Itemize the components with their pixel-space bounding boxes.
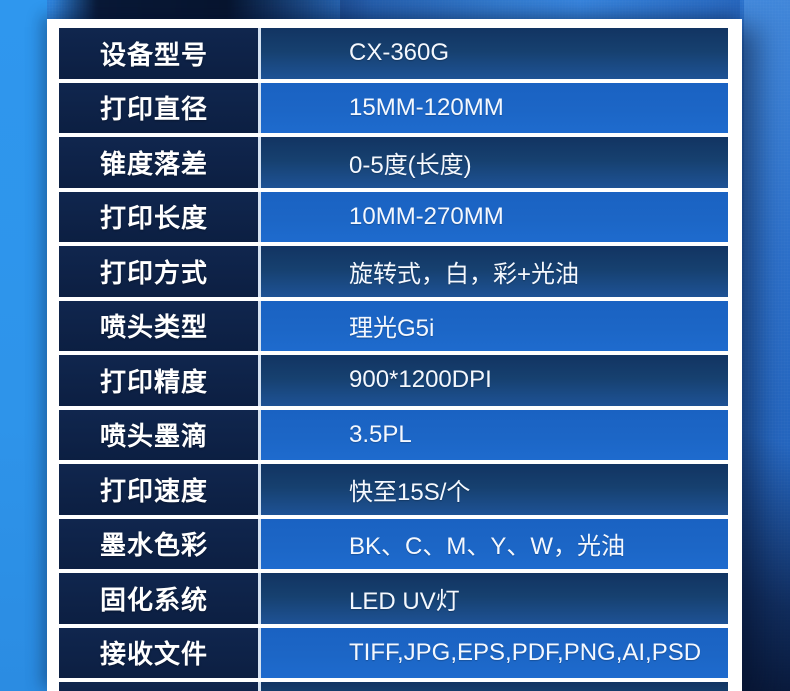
spec-value: CX-360G — [258, 28, 728, 79]
table-row: 设备型号 CX-360G — [59, 28, 728, 83]
spec-label: 设备型号 — [59, 28, 258, 79]
spec-label: 打印精度 — [59, 355, 258, 406]
spec-label: 接收文件 — [59, 627, 258, 678]
spec-label: 打印方式 — [59, 246, 258, 297]
spec-value: 0-5度(长度) — [258, 137, 728, 188]
spec-table-frame: 设备型号 CX-360G 打印直径 15MM-120MM 锥度落差 0-5度(长… — [47, 19, 742, 691]
table-row: 锥度落差 0-5度(长度) — [59, 137, 728, 192]
spec-value: TIFF,JPG,EPS,PDF,PNG,AI,PSD — [258, 627, 728, 678]
table-row: 打印直径 15MM-120MM — [59, 82, 728, 137]
spec-value: 旋转式，白，彩+光油 — [258, 246, 728, 297]
background-right-highlight — [744, 0, 790, 420]
table-row: 喷头墨滴 3.5PL — [59, 409, 728, 464]
spec-value: 10MM-270MM — [258, 191, 728, 242]
spec-value: 15MM-120MM — [258, 82, 728, 133]
spec-label — [59, 682, 258, 691]
spec-value: 3.5PL — [258, 409, 728, 460]
spec-value: 900*1200DPI — [258, 355, 728, 406]
spec-label: 喷头墨滴 — [59, 409, 258, 460]
left-blue-stripe — [0, 0, 47, 691]
table-row: 喷头类型 理光G5i — [59, 300, 728, 355]
spec-label: 打印速度 — [59, 464, 258, 515]
spec-label: 打印直径 — [59, 82, 258, 133]
spec-label: 锥度落差 — [59, 137, 258, 188]
table-row-partial — [59, 682, 728, 691]
spec-value: 理光G5i — [258, 300, 728, 351]
spec-value: BK、C、M、Y、W，光油 — [258, 518, 728, 569]
spec-value: LED UV灯 — [258, 573, 728, 624]
spec-label: 喷头类型 — [59, 300, 258, 351]
spec-label: 墨水色彩 — [59, 518, 258, 569]
background-top-gradient — [340, 0, 740, 20]
table-row: 打印速度 快至15S/个 — [59, 464, 728, 519]
table-row: 固化系统 LED UV灯 — [59, 573, 728, 628]
table-row: 墨水色彩 BK、C、M、Y、W，光油 — [59, 518, 728, 573]
spec-label: 固化系统 — [59, 573, 258, 624]
spec-value — [258, 682, 728, 691]
spec-value: 快至15S/个 — [258, 464, 728, 515]
table-row: 打印精度 900*1200DPI — [59, 355, 728, 410]
table-row: 打印方式 旋转式，白，彩+光油 — [59, 246, 728, 301]
spec-table: 设备型号 CX-360G 打印直径 15MM-120MM 锥度落差 0-5度(长… — [59, 28, 728, 691]
spec-label: 打印长度 — [59, 191, 258, 242]
table-row: 打印长度 10MM-270MM — [59, 191, 728, 246]
table-row: 接收文件 TIFF,JPG,EPS,PDF,PNG,AI,PSD — [59, 627, 728, 682]
